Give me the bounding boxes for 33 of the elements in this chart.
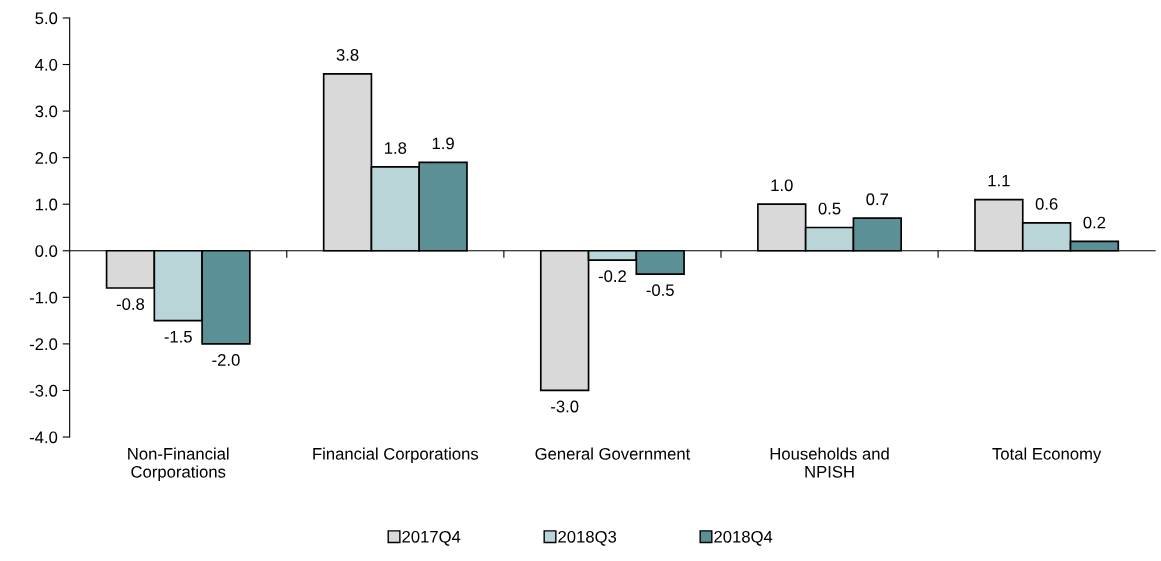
y-tick-label: -2.0 [29, 338, 58, 351]
data-label: -0.8 [116, 298, 145, 310]
data-label: -3.0 [551, 400, 579, 413]
y-tick-label: 5.0 [35, 12, 58, 25]
x-tick-label: Non-Financial Corporations [128, 447, 229, 481]
y-tick-label: -1.0 [29, 291, 58, 304]
legend-label: 2018Q3 [558, 530, 617, 546]
x-tick-label: Total Economy [992, 447, 1102, 464]
data-label: 1.1 [988, 174, 1010, 187]
x-tick-label: General Government [535, 447, 691, 460]
data-label: -0.2 [598, 270, 626, 283]
y-tick-label: 0.0 [35, 245, 58, 257]
x-tick-label: Households and NPISH [770, 447, 889, 478]
x-tick-label: Financial Corporations [313, 447, 479, 464]
data-label: -0.5 [646, 284, 674, 297]
data-label: 1.8 [385, 142, 407, 154]
y-tick-label: 2.0 [35, 152, 58, 164]
y-tick-label: -3.0 [29, 384, 58, 397]
data-label: 1.0 [771, 179, 793, 192]
legend-label: 2017Q4 [402, 530, 461, 546]
legend-label: 2018Q4 [714, 530, 773, 546]
data-label: -1.5 [164, 330, 192, 343]
data-label: 3.8 [336, 49, 359, 61]
y-tick-label: -4.0 [29, 431, 58, 444]
data-label: -2.0 [212, 354, 240, 366]
data-label: 0.2 [1083, 216, 1106, 229]
y-tick-label: 3.0 [35, 105, 58, 118]
data-label: 0.5 [818, 202, 841, 215]
y-tick-label: 4.0 [35, 58, 58, 71]
data-label: 0.6 [1035, 198, 1058, 210]
data-label: 1.9 [432, 137, 454, 150]
y-tick-label: 1.0 [35, 198, 58, 211]
data-label: 0.7 [866, 193, 889, 206]
